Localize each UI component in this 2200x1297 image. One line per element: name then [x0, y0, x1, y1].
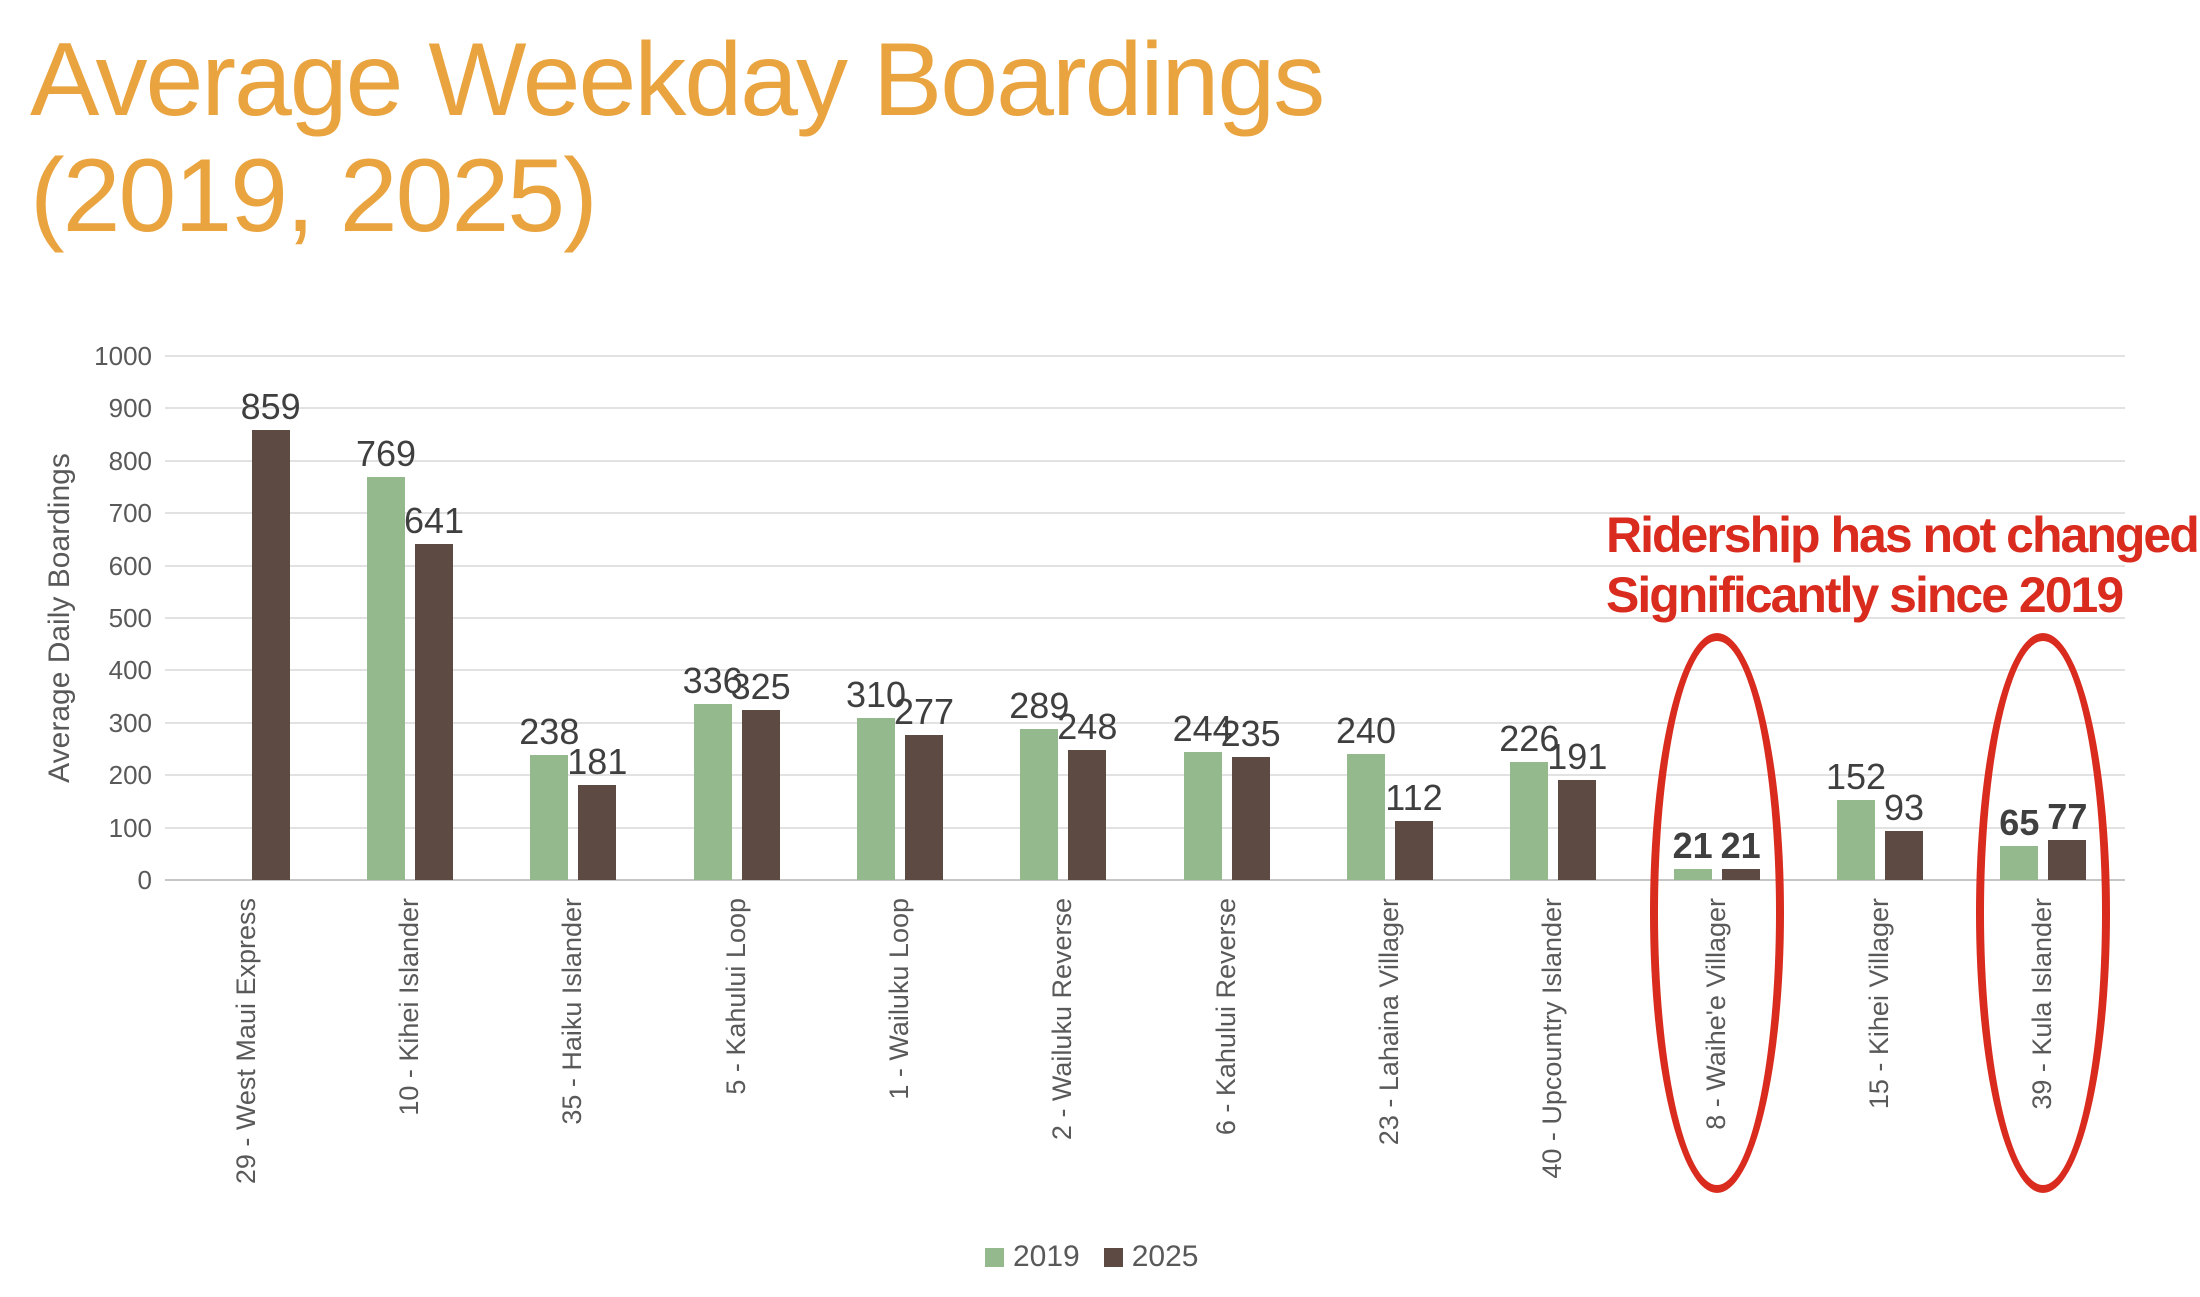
value-label-2025-6: 248 [1057, 706, 1118, 748]
legend-label-2025: 2025 [1131, 1240, 1199, 1273]
y-tick-label: 400 [108, 655, 152, 686]
value-label-2019-4: 336 [682, 659, 743, 701]
gridline-700 [165, 512, 2125, 515]
value-label-2019-3: 238 [519, 711, 580, 753]
y-tick-label: 300 [108, 707, 152, 738]
bar-2025-2 [415, 544, 453, 880]
value-label-2025-4: 325 [730, 665, 791, 707]
x-axis-label-6: 2 - Wailuku Reverse [1047, 898, 1078, 1141]
bar-2019-2 [367, 477, 405, 880]
bar-2019-7 [1183, 752, 1222, 880]
y-tick-label: 600 [108, 550, 152, 581]
value-label-2019-2: 769 [355, 433, 417, 475]
gridline-0 [165, 879, 2125, 881]
value-label-2025-8: 112 [1385, 777, 1443, 819]
value-label-2025-9: 191 [1547, 735, 1608, 777]
x-axis-label-1: 29 - West Maui Express [230, 898, 261, 1185]
value-label-2025-7: 235 [1220, 712, 1281, 754]
value-label-2025-1: 859 [240, 385, 301, 427]
y-tick-label: 0 [137, 865, 152, 895]
value-label-2019-8: 240 [1335, 710, 1397, 752]
emphasis-ellipse-8 - Waihe'e Villager [1649, 633, 1784, 1193]
gridline-800 [165, 459, 2125, 462]
bar-2025-7 [1231, 756, 1270, 880]
gridline-600 [165, 564, 2125, 567]
x-axis-label-9: 40 - Upcountry Islander [1537, 898, 1568, 1179]
bar-2019-6 [1020, 728, 1059, 880]
legend-label-2019: 2019 [1013, 1240, 1080, 1273]
y-tick-label: 800 [108, 445, 152, 476]
bar-2019-8 [1347, 754, 1385, 880]
bar-2025-8 [1395, 821, 1433, 880]
bar-2019-3 [530, 755, 569, 880]
bar-2025-9 [1558, 779, 1597, 880]
bar-2025-4 [741, 709, 780, 880]
value-label-2025-2: 641 [403, 500, 465, 542]
plot-area [165, 355, 2125, 881]
gridline-900 [165, 407, 2125, 410]
gridline-300 [165, 721, 2125, 724]
legend-item-2025: 2025 [1103, 1240, 1199, 1274]
legend-swatch-2019 [985, 1247, 1004, 1267]
y-tick-label: 900 [108, 393, 152, 424]
bar-2025-6 [1068, 750, 1107, 880]
legend-swatch-2025 [1103, 1247, 1123, 1267]
bar-2019-4 [693, 703, 732, 880]
annotation-text: Ridership has not changed Significantly … [1606, 507, 2200, 623]
legend: 2019 2025 [985, 1240, 1199, 1274]
gridline-100 [165, 826, 2125, 829]
bar-2019-9 [1510, 761, 1549, 880]
bar-2025-3 [578, 785, 617, 880]
value-label-2019-9: 226 [1499, 717, 1560, 759]
value-label-2019-5: 310 [845, 673, 907, 715]
bar-2019-11 [1837, 800, 1875, 880]
y-tick-label: 200 [108, 760, 152, 791]
legend-item-2019: 2019 [985, 1240, 1080, 1274]
gridline-400 [165, 669, 2125, 672]
y-tick-label: 1000 [94, 341, 152, 371]
bar-2025-1 [251, 429, 290, 880]
x-axis-label-7: 6 - Kahului Reverse [1210, 898, 1241, 1136]
x-axis-label-8: 23 - Lahaina Villager [1374, 898, 1404, 1146]
x-axis-label-2: 10 - Kihei Islander [394, 898, 424, 1116]
value-label-2019-6: 289 [1009, 684, 1070, 726]
x-axis-label-3: 35 - Haiku Islander [557, 898, 588, 1125]
x-axis-label-11: 15 - Kihei Villager [1864, 898, 1894, 1110]
value-label-2025-3: 181 [567, 741, 628, 783]
value-label-2019-7: 244 [1172, 708, 1233, 750]
gridline-1000 [165, 355, 2125, 357]
bar-2025-5 [905, 734, 943, 880]
value-label-2025-11: 93 [1883, 787, 1925, 829]
slide-title: Average Weekday Boardings (2019, 2025) [30, 22, 1325, 255]
x-axis-label-4: 5 - Kahului Loop [720, 898, 751, 1095]
bar-2019-5 [857, 717, 895, 880]
bar-2025-11 [1885, 831, 1923, 880]
value-label-2025-5: 277 [893, 690, 955, 732]
y-tick-label: 500 [108, 603, 152, 633]
gridline-200 [165, 774, 2125, 777]
y-tick-label: 700 [108, 498, 152, 529]
emphasis-ellipse-39 - Kula Islander [1976, 633, 2111, 1193]
gridline-500 [165, 617, 2125, 619]
y-tick-label: 100 [108, 812, 152, 843]
x-axis-label-5: 1 - Wailuku Loop [884, 898, 914, 1100]
value-label-2019-11: 152 [1825, 756, 1887, 798]
